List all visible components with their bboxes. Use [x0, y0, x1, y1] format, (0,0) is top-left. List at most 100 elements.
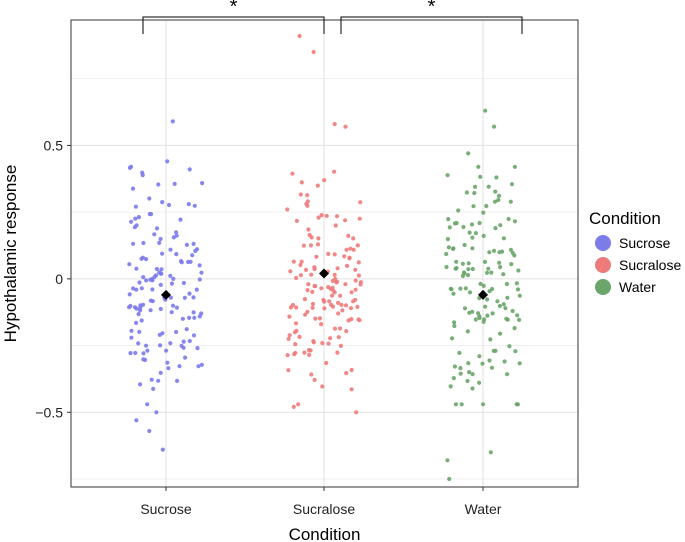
- data-point: [313, 316, 318, 321]
- y-axis-title: Hypothalamic response: [1, 165, 20, 343]
- data-point: [466, 151, 471, 156]
- data-point: [190, 253, 195, 258]
- data-point: [335, 266, 340, 271]
- data-point: [293, 321, 299, 326]
- data-point: [156, 182, 161, 187]
- data-point: [326, 341, 331, 346]
- data-point: [141, 357, 146, 362]
- data-point: [351, 236, 356, 241]
- data-point: [144, 278, 149, 283]
- data-point: [316, 236, 321, 241]
- data-point: [349, 367, 354, 373]
- data-point: [452, 323, 457, 329]
- data-point: [515, 313, 520, 318]
- data-point: [333, 223, 338, 228]
- data-point: [481, 283, 486, 288]
- data-point: [136, 341, 141, 346]
- data-point: [301, 243, 306, 248]
- data-point: [481, 210, 486, 215]
- data-point: [344, 247, 349, 252]
- data-point: [138, 382, 143, 387]
- data-point: [342, 254, 347, 259]
- data-point: [315, 242, 321, 247]
- data-point: [294, 305, 299, 310]
- data-point: [158, 343, 163, 348]
- data-point: [186, 259, 191, 265]
- data-point: [154, 266, 159, 272]
- data-point: [338, 293, 343, 298]
- data-point: [470, 372, 475, 377]
- data-point: [507, 344, 512, 349]
- data-point: [320, 341, 325, 346]
- data-point: [144, 343, 149, 348]
- data-point: [305, 309, 310, 314]
- data-point: [169, 281, 175, 286]
- data-point: [158, 370, 163, 375]
- data-point: [517, 317, 522, 322]
- data-point: [465, 273, 471, 278]
- data-point: [328, 336, 333, 341]
- data-point: [309, 235, 314, 240]
- data-point: [312, 267, 317, 272]
- data-point: [496, 197, 501, 203]
- data-point: [453, 402, 458, 407]
- data-point: [349, 387, 354, 392]
- data-point: [174, 329, 179, 335]
- data-point: [168, 295, 173, 300]
- data-point: [148, 308, 153, 313]
- data-point: [197, 263, 202, 268]
- data-point: [466, 261, 471, 266]
- data-point: [340, 308, 345, 313]
- data-point: [513, 349, 518, 354]
- data-point: [355, 243, 360, 248]
- data-point: [303, 312, 308, 317]
- data-point: [516, 268, 521, 273]
- data-point: [140, 255, 145, 260]
- data-point: [502, 359, 507, 364]
- data-point: [444, 264, 449, 270]
- data-point: [133, 216, 138, 221]
- data-point: [334, 214, 340, 219]
- data-point: [494, 175, 499, 180]
- data-point: [332, 252, 337, 257]
- data-point: [149, 377, 154, 382]
- data-point: [312, 377, 317, 382]
- data-point: [174, 252, 179, 257]
- data-point: [465, 329, 470, 334]
- y-tick-label: 0.5: [44, 137, 64, 153]
- data-point: [305, 193, 310, 198]
- data-point: [165, 159, 170, 164]
- data-point: [331, 288, 336, 293]
- data-point: [446, 217, 451, 222]
- data-point: [296, 402, 301, 407]
- data-point: [336, 335, 341, 340]
- data-point: [353, 297, 358, 302]
- data-point: [501, 302, 506, 307]
- data-point: [450, 336, 455, 341]
- data-point: [329, 293, 335, 298]
- data-point: [330, 304, 336, 309]
- legend-title: Condition: [589, 209, 661, 228]
- data-point: [493, 189, 498, 194]
- data-point: [501, 272, 506, 277]
- data-point: [306, 227, 311, 232]
- data-point: [481, 233, 486, 238]
- data-point: [313, 284, 318, 289]
- data-point: [168, 247, 173, 252]
- data-point: [454, 221, 459, 226]
- y-tick-label: 0: [55, 271, 63, 287]
- data-point: [358, 200, 363, 205]
- data-point: [337, 326, 343, 331]
- legend-swatch: [595, 235, 611, 251]
- data-point: [508, 247, 513, 252]
- data-points: [127, 33, 522, 482]
- data-point: [490, 286, 495, 292]
- data-point: [298, 262, 303, 268]
- data-point: [128, 351, 133, 356]
- data-point: [343, 282, 348, 287]
- data-point: [322, 306, 327, 311]
- data-point: [326, 285, 331, 290]
- data-point: [286, 368, 291, 373]
- data-point: [165, 360, 170, 365]
